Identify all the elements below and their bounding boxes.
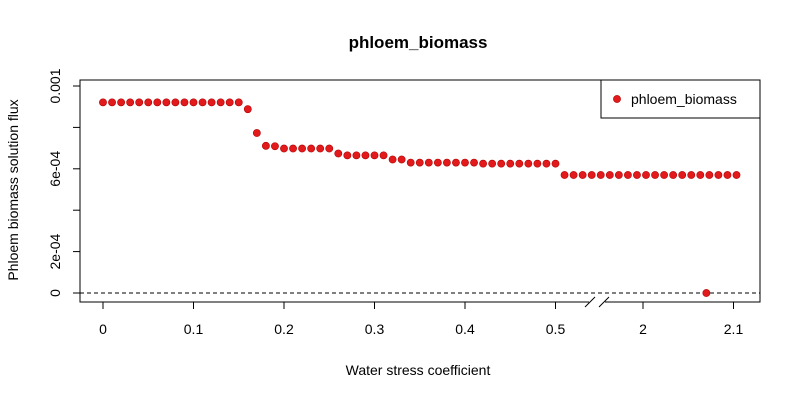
legend-marker xyxy=(613,95,621,103)
data-point xyxy=(651,171,659,179)
data-point xyxy=(587,171,596,179)
data-point xyxy=(542,159,551,168)
data-point xyxy=(479,159,487,168)
data-point xyxy=(624,171,632,179)
data-point xyxy=(207,98,216,107)
y-tick-label-2: 6e-04 xyxy=(47,151,63,187)
data-point xyxy=(702,289,711,297)
x-tick-label-4: 0.4 xyxy=(455,321,475,337)
data-point xyxy=(234,98,243,107)
data-point xyxy=(578,171,587,179)
data-point xyxy=(352,151,361,160)
data-point xyxy=(633,171,641,179)
data-point xyxy=(442,158,451,167)
y-tick-label-0: 0 xyxy=(47,289,63,297)
data-point xyxy=(252,129,261,137)
data-point xyxy=(379,151,388,160)
data-point xyxy=(126,98,135,107)
data-point xyxy=(714,171,723,179)
data-point xyxy=(687,171,696,179)
data-point xyxy=(280,144,288,153)
data-point xyxy=(642,171,650,179)
data-point xyxy=(135,98,144,107)
data-point xyxy=(388,155,397,164)
data-point xyxy=(560,171,569,179)
data-point xyxy=(216,98,225,107)
data-point xyxy=(452,158,460,167)
x-axis-label: Water stress coefficient xyxy=(346,362,491,378)
x-tick-label-1: 0.1 xyxy=(184,321,204,337)
data-point xyxy=(569,171,578,179)
data-point xyxy=(316,144,325,153)
x-tick-label-6: 2 xyxy=(639,321,647,337)
data-point xyxy=(596,171,605,179)
data-point xyxy=(243,105,252,114)
data-point xyxy=(406,158,415,167)
data-point xyxy=(370,151,379,160)
data-point xyxy=(99,98,107,107)
y-axis-label: Phloem biomass solution flux xyxy=(5,99,21,280)
data-point xyxy=(361,151,370,160)
data-point xyxy=(189,98,198,107)
data-point xyxy=(108,98,116,107)
chart-title: phloem_biomass xyxy=(349,33,488,52)
data-point xyxy=(696,171,705,179)
data-point xyxy=(171,98,180,107)
legend: phloem_biomass xyxy=(600,79,761,119)
data-point xyxy=(397,155,406,164)
x-tick-label-2: 0.2 xyxy=(274,321,294,337)
data-point xyxy=(117,98,125,107)
data-point xyxy=(271,142,279,151)
data-point xyxy=(506,159,515,168)
data-point xyxy=(298,144,306,153)
axis-break-mark xyxy=(584,296,610,308)
data-point xyxy=(162,98,171,107)
data-point xyxy=(433,158,442,167)
y-tick-label-3: 0.001 xyxy=(47,68,63,103)
data-point xyxy=(705,171,714,179)
data-point xyxy=(461,158,469,167)
data-point xyxy=(660,171,668,179)
data-point xyxy=(307,144,316,153)
data-point xyxy=(144,98,153,107)
data-point xyxy=(424,158,433,167)
plot-frame xyxy=(79,79,761,303)
axis-ticks: 0 0.1 0.2 0.3 0.4 0.5 2 2.1 0 2e-04 6e-04 0.001 xyxy=(47,68,743,337)
data-point xyxy=(669,171,678,179)
data-point xyxy=(325,144,334,153)
data-point xyxy=(488,159,497,168)
data-point xyxy=(497,159,506,168)
data-point xyxy=(470,158,478,167)
data-point xyxy=(614,171,623,179)
legend-entry-label: phloem_biomass xyxy=(631,91,737,107)
data-point xyxy=(524,159,533,168)
data-point xyxy=(334,149,343,158)
data-point xyxy=(551,159,560,168)
data-point xyxy=(225,98,234,107)
data-point xyxy=(153,98,162,107)
data-point xyxy=(289,144,297,153)
data-point xyxy=(723,171,732,179)
data-points xyxy=(99,98,741,297)
data-point xyxy=(732,171,741,179)
data-point xyxy=(605,171,614,179)
data-point xyxy=(415,158,424,167)
data-point xyxy=(515,159,524,168)
data-point xyxy=(261,141,270,150)
data-point xyxy=(678,171,687,179)
legend-box xyxy=(600,79,761,119)
x-tick-label-0: 0 xyxy=(99,321,107,337)
x-tick-label-7: 2.1 xyxy=(724,321,744,337)
data-point xyxy=(180,98,189,107)
x-tick-label-5: 0.5 xyxy=(546,321,566,337)
x-tick-label-3: 0.3 xyxy=(365,321,385,337)
data-point xyxy=(533,159,542,168)
y-tick-label-1: 2e-04 xyxy=(47,233,63,269)
data-point xyxy=(343,151,352,160)
data-point xyxy=(198,98,207,107)
